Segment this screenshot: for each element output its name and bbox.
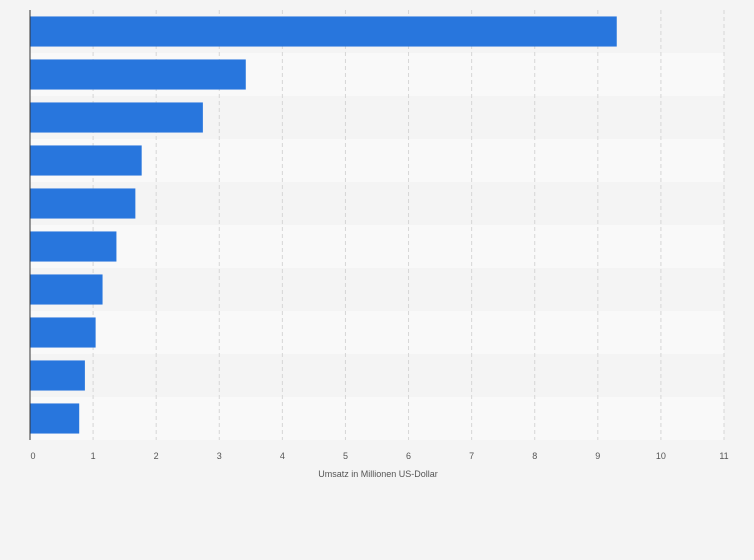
x-tick-label: 7 xyxy=(469,451,474,461)
bar[interactable] xyxy=(30,403,80,434)
row-band xyxy=(30,354,724,397)
x-tick-label: 3 xyxy=(217,451,222,461)
bar[interactable] xyxy=(30,102,203,133)
x-tick-label: 2 xyxy=(154,451,159,461)
bars xyxy=(30,16,617,434)
bar[interactable] xyxy=(30,145,142,176)
bar[interactable] xyxy=(30,231,117,262)
x-tick-label: 6 xyxy=(406,451,411,461)
bar[interactable] xyxy=(30,317,96,348)
x-axis-title: Umsatz in Millionen US-Dollar xyxy=(318,469,438,479)
x-tick-label: 8 xyxy=(532,451,537,461)
bar[interactable] xyxy=(30,188,136,219)
x-tick-labels: 0 1 2 3 4 5 6 7 8 9 10 11 xyxy=(30,451,728,461)
x-tick-label: 10 xyxy=(656,451,666,461)
bar[interactable] xyxy=(30,16,617,47)
row-band xyxy=(30,268,724,311)
x-tick-label: 4 xyxy=(280,451,285,461)
bar[interactable] xyxy=(30,360,85,391)
row-band xyxy=(30,182,724,225)
x-tick-label: 1 xyxy=(91,451,96,461)
row-band xyxy=(30,139,724,182)
x-tick-label: 5 xyxy=(343,451,348,461)
row-band xyxy=(30,311,724,354)
x-tick-label: 9 xyxy=(595,451,600,461)
row-band xyxy=(30,225,724,268)
x-tick-label: 0 xyxy=(30,451,35,461)
bar[interactable] xyxy=(30,59,246,90)
row-band xyxy=(30,397,724,440)
bar[interactable] xyxy=(30,274,103,305)
row-bands xyxy=(30,10,724,440)
x-tick-label: 11 xyxy=(719,451,728,461)
